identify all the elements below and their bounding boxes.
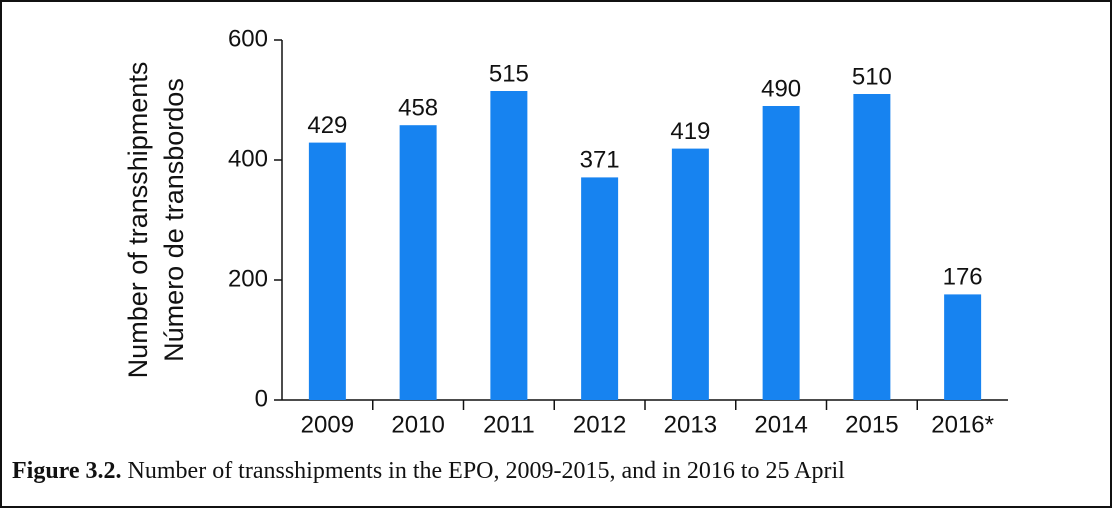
- bar: [944, 294, 982, 400]
- x-tick-label: 2009: [301, 411, 354, 438]
- x-tick-label: 2013: [664, 411, 717, 438]
- bar: [399, 125, 437, 400]
- value-label: 371: [580, 147, 620, 174]
- bar: [762, 106, 800, 400]
- x-tick-label: 2014: [754, 411, 807, 438]
- value-label: 515: [489, 60, 529, 87]
- x-tick-label: 2015: [845, 411, 898, 438]
- x-tick-label: 2016*: [931, 411, 994, 438]
- value-label: 458: [398, 95, 438, 122]
- y-tick-label: 0: [255, 385, 268, 412]
- value-label: 490: [761, 75, 801, 102]
- y-tick-label: 200: [228, 265, 268, 292]
- caption: Figure 3.2. Number of transshipments in t…: [12, 458, 845, 484]
- y-axis-label: Number of transshipments: [123, 62, 153, 379]
- x-tick-label: 2011: [483, 411, 535, 438]
- value-label: 176: [943, 264, 983, 291]
- y-tick-label: 400: [228, 145, 268, 172]
- value-label: 510: [852, 63, 892, 90]
- caption-label: Figure 3.2.: [12, 458, 122, 484]
- value-label: 419: [670, 118, 710, 145]
- caption-text: Number of transshipments in the EPO, 200…: [128, 458, 846, 484]
- bar: [671, 148, 709, 400]
- x-tick-label: 2010: [391, 411, 444, 438]
- value-label: 429: [307, 112, 347, 139]
- y-axis-label: Número de transbordos: [159, 78, 189, 362]
- y-tick-label: 600: [228, 25, 268, 52]
- bar: [853, 94, 891, 400]
- x-tick-label: 2012: [573, 411, 626, 438]
- bar: [581, 177, 619, 400]
- bar: [308, 142, 346, 400]
- bar: [490, 91, 528, 400]
